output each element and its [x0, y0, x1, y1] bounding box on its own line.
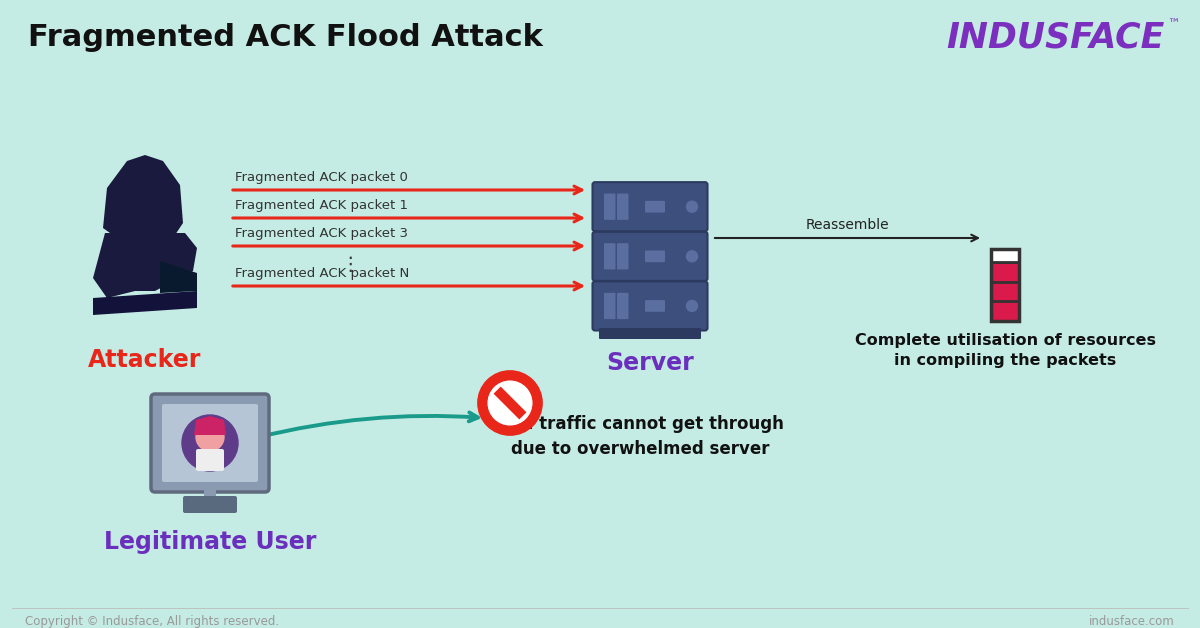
Bar	[991, 249, 1019, 262]
FancyBboxPatch shape	[646, 300, 665, 311]
FancyBboxPatch shape	[646, 201, 665, 212]
FancyBboxPatch shape	[617, 193, 629, 220]
Circle shape	[686, 251, 697, 262]
Text: Server: Server	[606, 351, 694, 375]
Text: indusface.com: indusface.com	[1090, 615, 1175, 628]
FancyBboxPatch shape	[151, 394, 269, 492]
Circle shape	[182, 415, 238, 471]
FancyBboxPatch shape	[162, 404, 258, 482]
Text: ™: ™	[1166, 18, 1180, 31]
FancyBboxPatch shape	[604, 293, 616, 319]
FancyBboxPatch shape	[182, 496, 238, 513]
Circle shape	[196, 423, 224, 451]
Polygon shape	[103, 155, 182, 238]
Text: Reassemble: Reassemble	[805, 218, 889, 232]
Polygon shape	[493, 387, 527, 420]
FancyBboxPatch shape	[604, 243, 616, 269]
Text: Copyright © Indusface, All rights reserved.: Copyright © Indusface, All rights reserv…	[25, 615, 280, 628]
Circle shape	[488, 381, 532, 425]
FancyBboxPatch shape	[617, 293, 629, 319]
FancyBboxPatch shape	[204, 486, 216, 500]
Polygon shape	[94, 291, 197, 315]
Text: ⋮: ⋮	[341, 254, 360, 274]
FancyBboxPatch shape	[617, 243, 629, 269]
Circle shape	[126, 168, 164, 207]
FancyBboxPatch shape	[593, 232, 708, 281]
Polygon shape	[94, 233, 197, 298]
Text: real traffic cannot get through
due to overwhelmed server: real traffic cannot get through due to o…	[497, 415, 784, 458]
FancyBboxPatch shape	[196, 449, 224, 471]
Text: Fragmented ACK Flood Attack: Fragmented ACK Flood Attack	[28, 23, 542, 52]
Circle shape	[482, 375, 538, 431]
FancyBboxPatch shape	[646, 251, 665, 262]
Text: Legitimate User: Legitimate User	[104, 530, 316, 554]
Text: Fragmented ACK packet 0: Fragmented ACK packet 0	[235, 171, 408, 184]
Text: INDUSFACE: INDUSFACE	[947, 20, 1165, 54]
Circle shape	[686, 300, 697, 311]
Circle shape	[686, 201, 697, 212]
Polygon shape	[160, 261, 197, 293]
FancyBboxPatch shape	[593, 182, 708, 231]
Text: Fragmented ACK packet 1: Fragmented ACK packet 1	[235, 199, 408, 212]
FancyBboxPatch shape	[604, 193, 616, 220]
FancyBboxPatch shape	[599, 328, 701, 339]
Text: Fragmented ACK packet N: Fragmented ACK packet N	[235, 267, 409, 280]
Bar	[991, 262, 1019, 321]
Text: Attacker: Attacker	[89, 348, 202, 372]
Text: Complete utilisation of resources
in compiling the packets: Complete utilisation of resources in com…	[854, 333, 1156, 368]
Polygon shape	[194, 416, 226, 435]
Text: Fragmented ACK packet 3: Fragmented ACK packet 3	[235, 227, 408, 240]
FancyBboxPatch shape	[593, 281, 708, 330]
Bar	[991, 249, 1019, 321]
